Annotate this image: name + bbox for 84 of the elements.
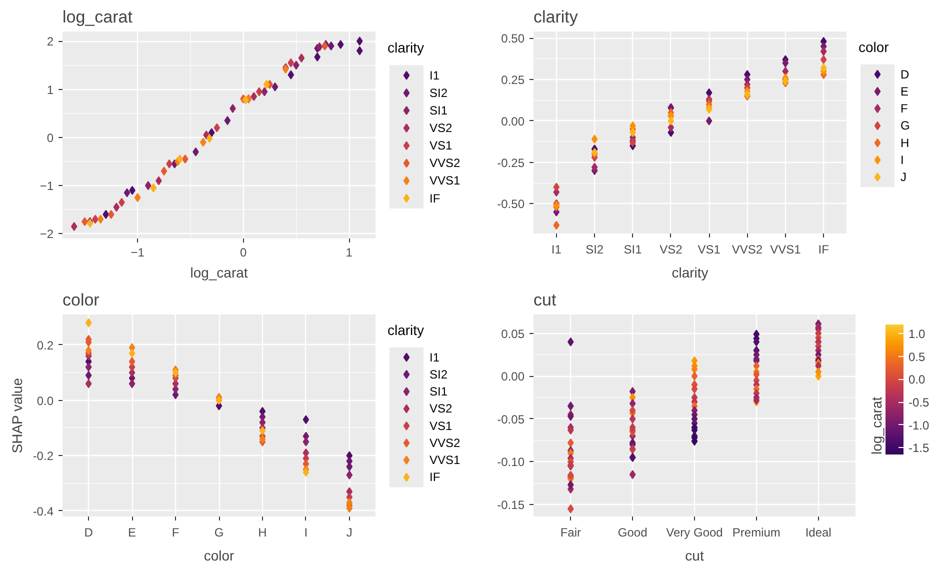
legend-label: I bbox=[900, 152, 904, 167]
y-axis-title: SHAP value bbox=[8, 378, 25, 454]
x-tick-label: SI1 bbox=[624, 242, 642, 256]
color-bar-title: log_carat bbox=[868, 396, 884, 454]
y-tick-label: 0.50 bbox=[501, 32, 525, 46]
legend-label: E bbox=[900, 84, 909, 98]
chart-title: cut bbox=[534, 290, 556, 310]
legend-label: H bbox=[900, 136, 910, 150]
legend-label: VS1 bbox=[430, 138, 453, 153]
y-tick-label: -0.50 bbox=[497, 197, 525, 212]
x-axis-title: log_carat bbox=[190, 264, 248, 280]
chart-title: log_carat bbox=[62, 8, 133, 26]
x-tick-label: VS1 bbox=[698, 242, 721, 256]
x-tick-label: I1 bbox=[551, 242, 562, 256]
x-tick-label: SI2 bbox=[586, 242, 604, 256]
x-tick-label: F bbox=[172, 526, 180, 540]
x-axis-title: cut bbox=[685, 548, 704, 564]
x-tick-label: VS2 bbox=[660, 242, 683, 256]
x-tick-label: I bbox=[304, 526, 308, 540]
y-tick-label: 0.00 bbox=[501, 114, 525, 128]
legend-label: VVS1 bbox=[430, 174, 461, 188]
legend-label: G bbox=[900, 118, 910, 133]
y-tick-label: 0 bbox=[46, 130, 54, 145]
color-bar-label: 0.5 bbox=[908, 350, 926, 364]
x-tick-label: 0 bbox=[240, 246, 247, 260]
chart-title: color bbox=[62, 290, 100, 310]
legend-label: VVS2 bbox=[430, 436, 461, 450]
x-tick-label: Premium bbox=[732, 526, 780, 540]
legend-label: D bbox=[900, 67, 910, 82]
x-tick-label: G bbox=[214, 526, 224, 540]
x-tick-label: D bbox=[84, 526, 94, 540]
x-tick-label: J bbox=[346, 526, 352, 540]
color-bar-label: 1.0 bbox=[908, 327, 926, 342]
color-bar-label: -1.0 bbox=[908, 418, 930, 432]
x-tick-label: 1 bbox=[346, 246, 353, 260]
legend-label: IF bbox=[430, 191, 440, 206]
x-tick-label: VVS2 bbox=[732, 242, 763, 256]
x-axis-title: color bbox=[204, 548, 235, 564]
y-tick-label: 0.25 bbox=[501, 73, 525, 88]
legend-label: SI2 bbox=[430, 367, 448, 382]
y-tick-label: 2 bbox=[46, 34, 54, 49]
y-tick-label: -0.10 bbox=[497, 455, 525, 470]
color-bar-label: -0.5 bbox=[908, 396, 930, 410]
y-tick-label: -0.05 bbox=[497, 412, 525, 426]
y-tick-label: 1 bbox=[46, 82, 54, 97]
legend-label: SI1 bbox=[430, 384, 448, 399]
x-tick-label: IF bbox=[818, 242, 829, 256]
x-tick-label: H bbox=[258, 526, 267, 540]
x-tick-label: Ideal bbox=[805, 526, 832, 540]
y-tick-label: -0.25 bbox=[497, 156, 525, 170]
legend-label: J bbox=[900, 170, 906, 184]
chart-title: clarity bbox=[534, 8, 578, 26]
y-tick-label: -0.15 bbox=[497, 498, 525, 512]
legend-label: VS1 bbox=[430, 418, 453, 433]
x-axis-title: clarity bbox=[672, 264, 708, 280]
legend-label: VS2 bbox=[430, 402, 453, 416]
y-tick-label: 0.00 bbox=[501, 370, 525, 384]
x-tick-label: VVS1 bbox=[770, 242, 802, 256]
color-bar-label: -1.5 bbox=[908, 441, 930, 456]
legend-label: IF bbox=[430, 470, 440, 484]
legend-title: clarity bbox=[388, 40, 424, 56]
legend-title: color bbox=[858, 39, 890, 56]
legend-label: VS2 bbox=[430, 121, 453, 136]
y-tick-label: 0.05 bbox=[501, 326, 525, 341]
y-tick-label: −1 bbox=[40, 179, 54, 194]
x-tick-label: E bbox=[128, 526, 136, 540]
y-tick-label: -0.4 bbox=[32, 504, 54, 518]
y-tick-label: -0.2 bbox=[32, 449, 54, 464]
y-tick-label: 0.0 bbox=[36, 394, 54, 408]
legend-label: F bbox=[900, 102, 908, 116]
legend-label: I1 bbox=[430, 68, 440, 82]
legend-label: SI1 bbox=[430, 103, 448, 118]
x-tick-label: −1 bbox=[130, 246, 145, 260]
color-bar-label: 0.0 bbox=[908, 372, 926, 387]
legend-label: VVS2 bbox=[430, 156, 461, 170]
legend-label: I1 bbox=[430, 350, 440, 364]
legend-label: SI2 bbox=[430, 86, 448, 100]
legend-label: VVS1 bbox=[430, 453, 461, 468]
x-tick-label: Fair bbox=[560, 526, 581, 540]
x-tick-label: Very Good bbox=[666, 526, 723, 540]
y-tick-label: 0.2 bbox=[36, 338, 54, 352]
x-tick-label: Good bbox=[618, 526, 648, 540]
y-tick-label: −2 bbox=[40, 227, 54, 242]
legend-title: clarity bbox=[388, 322, 424, 338]
